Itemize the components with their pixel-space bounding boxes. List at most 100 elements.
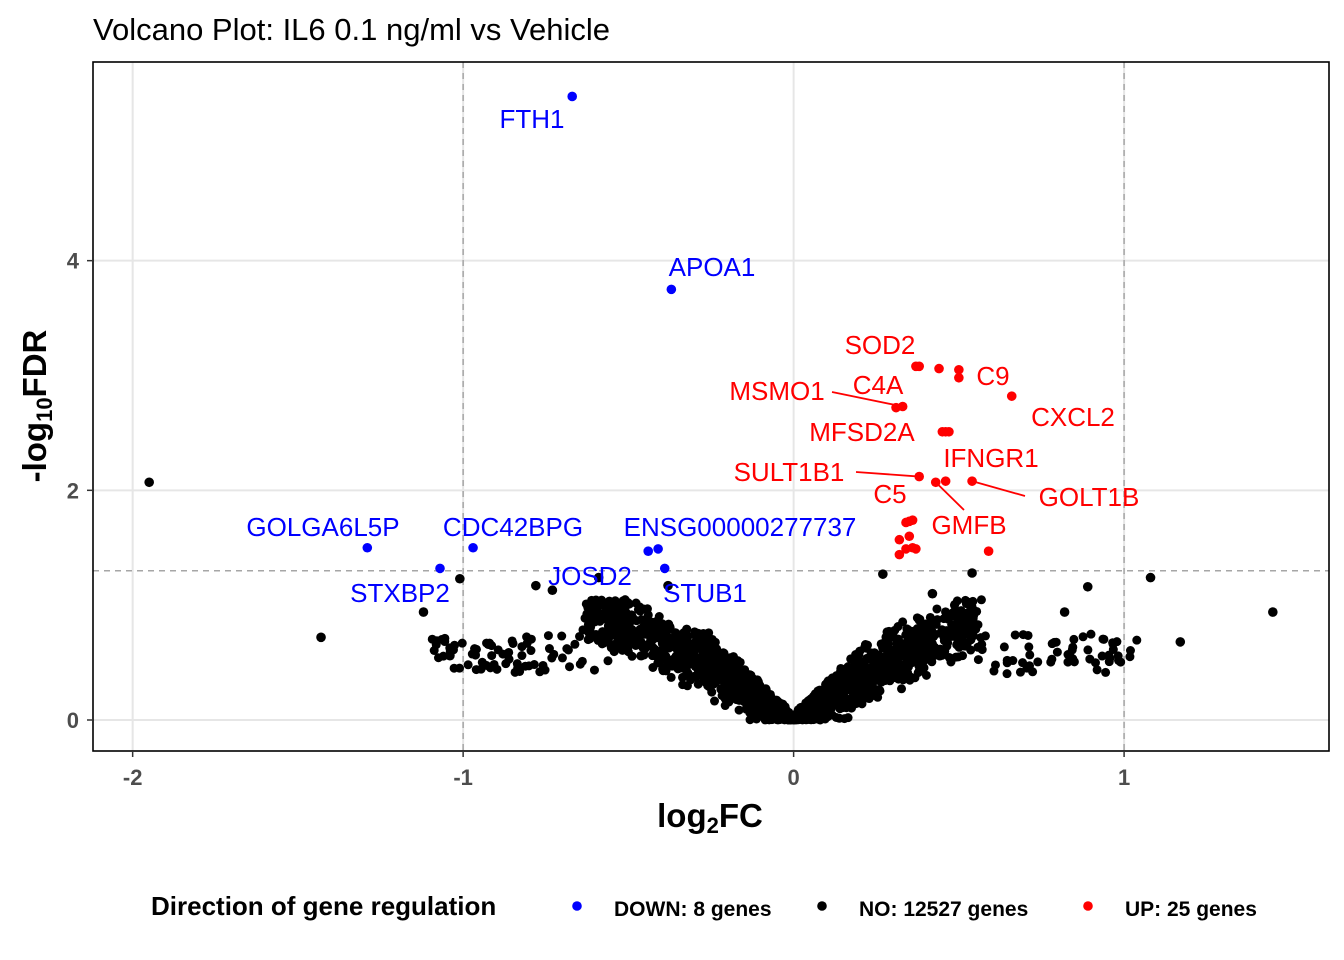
gene-point-no <box>620 642 630 652</box>
legend: Direction of gene regulation DOWN: 8 gen… <box>151 891 1257 921</box>
gene-point-no <box>689 654 699 664</box>
gene-point-up <box>894 549 905 560</box>
gene-point-no <box>1108 638 1118 648</box>
gene-point-no <box>1092 665 1102 675</box>
legend-label: UP: 25 genes <box>1125 898 1257 921</box>
gene-point-no <box>884 630 894 640</box>
gene-point-no <box>1104 650 1114 660</box>
gene-point-no <box>1022 663 1032 673</box>
gene-point-no <box>952 632 962 642</box>
gene-point-no <box>625 617 635 627</box>
gene-point-no <box>504 647 514 657</box>
gene-label: SOD2 <box>845 330 916 360</box>
gene-point-no <box>1024 642 1034 652</box>
gene-point-no <box>565 662 575 672</box>
gene-point-no <box>557 631 567 641</box>
gene-point-no <box>884 662 894 672</box>
gene-point-no <box>976 595 986 605</box>
gene-point-no <box>739 688 749 698</box>
gene-point-no <box>931 617 941 627</box>
gene-point-no <box>937 649 947 659</box>
gene-point-no <box>1002 669 1012 679</box>
gene-point-no <box>517 651 527 661</box>
gene-point-no <box>663 580 673 591</box>
gene-point-no <box>778 699 788 709</box>
gene-label: FTH1 <box>500 104 565 134</box>
gene-point-up <box>983 546 994 556</box>
gene-point-no <box>583 635 593 645</box>
gene-point-no <box>1104 657 1114 667</box>
gene-point-down <box>666 284 677 295</box>
gene-point-no <box>704 663 714 673</box>
gene-point-no <box>659 630 669 640</box>
gene-label: STUB1 <box>663 578 747 608</box>
x-tick-label: 1 <box>1118 765 1130 790</box>
gene-point-no <box>583 610 593 620</box>
gene-point-no <box>823 692 833 702</box>
gene-point-no <box>836 663 846 673</box>
gene-point-no <box>915 664 925 674</box>
label-leader-lines <box>831 391 1026 511</box>
gene-point-no <box>915 657 925 667</box>
gene-point-no <box>893 666 903 676</box>
gene-point-no <box>865 689 875 699</box>
gene-point-no <box>810 712 820 722</box>
gene-point-no <box>710 672 720 682</box>
legend-swatch <box>1083 901 1093 911</box>
gene-point-no <box>942 641 952 651</box>
gene-point-no <box>589 665 599 675</box>
legend-item-up: UP: 25 genes <box>1083 898 1257 921</box>
gene-point-no <box>884 651 894 661</box>
gene-point-no <box>522 632 532 642</box>
gene-point-no <box>966 597 976 607</box>
gene-point-no <box>941 631 951 641</box>
gene-label: GOLT1B <box>1039 482 1140 512</box>
gene-point-no <box>749 712 759 722</box>
gene-point-no <box>1125 652 1135 662</box>
gene-point-no <box>834 713 844 723</box>
gene-label: JOSD2 <box>548 561 632 591</box>
gene-point-no <box>608 602 618 612</box>
gene-point-no <box>772 705 782 715</box>
gene-point-no <box>643 610 653 620</box>
gene-point-no <box>914 615 924 625</box>
gene-point-no <box>1025 650 1035 660</box>
gene-point-no <box>508 638 518 648</box>
gene-point-no <box>433 653 443 663</box>
gene-point-no <box>820 702 830 712</box>
y-axis-title-tail: FDR <box>16 329 53 397</box>
gene-point-no <box>952 596 962 606</box>
gene-point-no <box>445 650 455 661</box>
gene-point-no <box>602 635 612 645</box>
gene-point-no <box>658 639 668 649</box>
gene-point-down <box>435 563 445 574</box>
gene-point-no <box>1002 655 1012 665</box>
gene-point-no <box>707 647 717 657</box>
gene-point-no <box>1132 635 1142 645</box>
gene-point-no <box>846 677 856 687</box>
gene-point-up <box>1006 391 1017 401</box>
x-axis-ticks: -2 -1 0 1 <box>123 751 1130 790</box>
gene-point-no <box>655 650 665 660</box>
gene-label: CDC42BPG <box>443 512 583 542</box>
gene-point-no <box>1069 634 1079 644</box>
gene-point-up <box>894 534 905 545</box>
gene-point-no <box>437 634 447 644</box>
gene-point-no <box>674 657 684 667</box>
gene-point-no <box>858 694 868 704</box>
gene-point-no <box>493 645 503 655</box>
gene-point-no <box>682 631 692 641</box>
gene-point-no <box>694 635 704 645</box>
legend-item-no: NO: 12527 genes <box>817 898 1028 921</box>
gene-point-no <box>547 653 557 663</box>
gene-point-no <box>1098 634 1108 644</box>
gene-point-no <box>504 654 514 664</box>
gene-point-no <box>570 639 580 649</box>
gene-point-no <box>723 683 733 693</box>
gene-point-no <box>1078 632 1088 642</box>
gene-point-no <box>903 625 913 635</box>
gene-point-no <box>855 665 865 675</box>
gene-point-no <box>587 595 597 605</box>
gene-point-down <box>643 546 654 556</box>
